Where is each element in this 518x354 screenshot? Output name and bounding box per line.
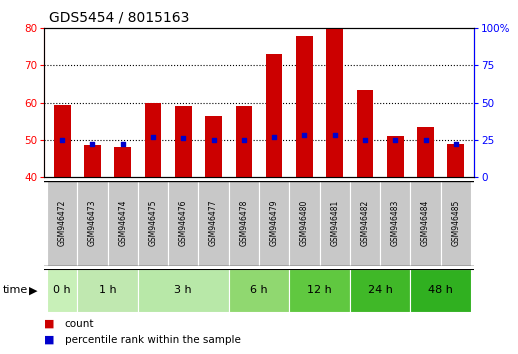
Text: GSM946472: GSM946472 — [57, 200, 67, 246]
Bar — [145, 103, 161, 177]
Text: 24 h: 24 h — [368, 285, 393, 295]
Bar — [138, 269, 229, 312]
Bar — [320, 181, 350, 266]
Bar — [357, 90, 373, 177]
Point — [391, 137, 399, 143]
Bar — [410, 181, 441, 266]
Bar — [168, 181, 198, 266]
Point — [209, 137, 218, 143]
Bar — [350, 181, 380, 266]
Bar — [198, 181, 229, 266]
Text: GSM946477: GSM946477 — [209, 200, 218, 246]
Text: ■: ■ — [44, 335, 54, 345]
Text: 1 h: 1 h — [99, 285, 117, 295]
Text: GSM946480: GSM946480 — [300, 200, 309, 246]
Bar — [54, 104, 70, 177]
Point — [149, 134, 157, 140]
Point — [361, 137, 369, 143]
Text: 0 h: 0 h — [53, 285, 71, 295]
Point — [58, 137, 66, 143]
Text: ■: ■ — [44, 319, 54, 329]
Text: GSM946483: GSM946483 — [391, 200, 400, 246]
Point — [240, 137, 248, 143]
Text: GSM946476: GSM946476 — [179, 200, 188, 246]
Bar — [205, 116, 222, 177]
Text: 48 h: 48 h — [428, 285, 453, 295]
Bar — [259, 181, 289, 266]
Text: time: time — [3, 285, 28, 295]
Text: ▶: ▶ — [28, 285, 37, 295]
Bar — [266, 54, 282, 177]
Bar — [114, 147, 131, 177]
Text: count: count — [65, 319, 94, 329]
Text: GSM946478: GSM946478 — [239, 200, 248, 246]
Text: GDS5454 / 8015163: GDS5454 / 8015163 — [49, 11, 190, 25]
Bar — [417, 127, 434, 177]
Bar — [326, 28, 343, 177]
Bar — [77, 269, 138, 312]
Point — [270, 134, 278, 140]
Bar — [47, 181, 77, 266]
Bar — [448, 144, 464, 177]
Bar — [441, 181, 471, 266]
Bar — [350, 269, 410, 312]
Bar — [380, 181, 410, 266]
Text: GSM946473: GSM946473 — [88, 200, 97, 246]
Bar — [108, 181, 138, 266]
Text: GSM946481: GSM946481 — [330, 200, 339, 246]
Text: 3 h: 3 h — [175, 285, 192, 295]
Text: GSM946475: GSM946475 — [149, 200, 157, 246]
Text: percentile rank within the sample: percentile rank within the sample — [65, 335, 241, 345]
Bar — [77, 181, 108, 266]
Text: 12 h: 12 h — [307, 285, 332, 295]
Bar — [296, 36, 313, 177]
Bar — [175, 106, 192, 177]
Bar — [289, 181, 320, 266]
Text: GSM946484: GSM946484 — [421, 200, 430, 246]
Bar — [289, 269, 350, 312]
Text: GSM946482: GSM946482 — [361, 200, 369, 246]
Bar — [236, 106, 252, 177]
Point — [300, 132, 309, 138]
Bar — [410, 269, 471, 312]
Text: GSM946479: GSM946479 — [270, 200, 279, 246]
Bar — [229, 269, 289, 312]
Point — [89, 142, 97, 147]
Text: GSM946474: GSM946474 — [118, 200, 127, 246]
Text: 6 h: 6 h — [250, 285, 268, 295]
Point — [119, 142, 127, 147]
Point — [421, 137, 429, 143]
Bar — [387, 136, 404, 177]
Point — [452, 142, 460, 147]
Bar — [84, 145, 101, 177]
Point — [330, 132, 339, 138]
Point — [179, 136, 188, 141]
Bar — [47, 269, 77, 312]
Bar — [229, 181, 259, 266]
Bar — [138, 181, 168, 266]
Text: GSM946485: GSM946485 — [451, 200, 461, 246]
